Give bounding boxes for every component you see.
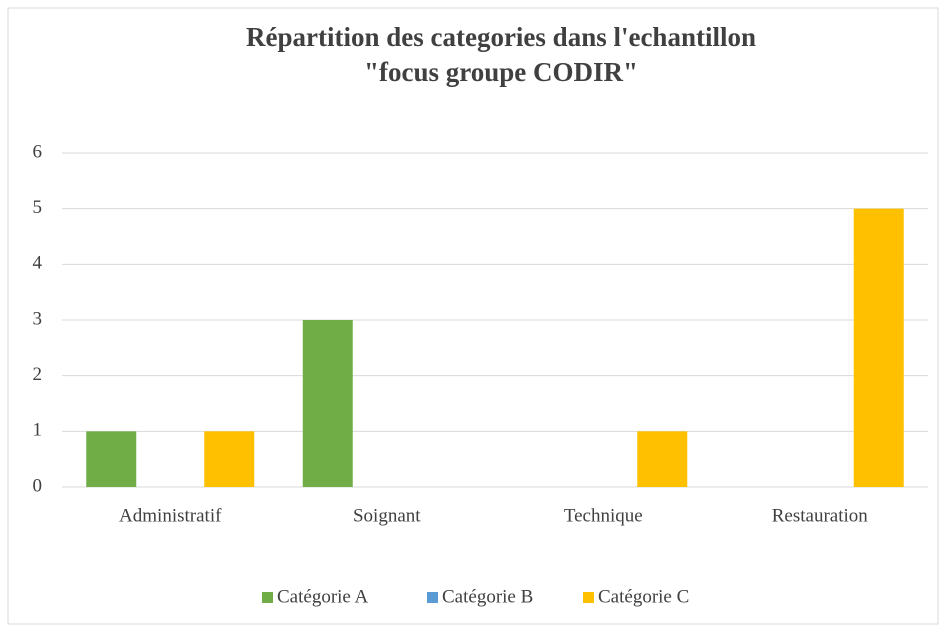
x-tick-label: Administratif xyxy=(119,505,222,526)
chart-frame xyxy=(7,7,939,625)
chart-title: "focus groupe CODIR" xyxy=(364,57,638,87)
bar xyxy=(302,320,353,487)
y-tick-label: 4 xyxy=(33,253,43,274)
y-tick-label: 6 xyxy=(33,141,43,162)
chart-title: Répartition des categories dans l'echant… xyxy=(246,22,756,52)
legend-swatch xyxy=(427,592,438,603)
legend-label: Catégorie A xyxy=(277,586,369,607)
legend-swatch xyxy=(262,592,273,603)
bar xyxy=(86,431,137,487)
bar xyxy=(853,208,904,487)
bar xyxy=(204,431,255,487)
y-tick-label: 2 xyxy=(33,364,43,385)
x-tick-label: Technique xyxy=(564,505,643,526)
bar xyxy=(637,431,688,487)
y-tick-label: 3 xyxy=(33,308,43,329)
y-tick-label: 1 xyxy=(33,420,43,441)
legend-label: Catégorie C xyxy=(598,586,689,607)
y-tick-label: 0 xyxy=(33,475,43,496)
y-tick-label: 5 xyxy=(33,197,43,218)
legend-label: Catégorie B xyxy=(442,586,533,607)
legend-swatch xyxy=(583,592,594,603)
x-tick-label: Restauration xyxy=(772,505,869,526)
x-tick-label: Soignant xyxy=(353,505,421,526)
